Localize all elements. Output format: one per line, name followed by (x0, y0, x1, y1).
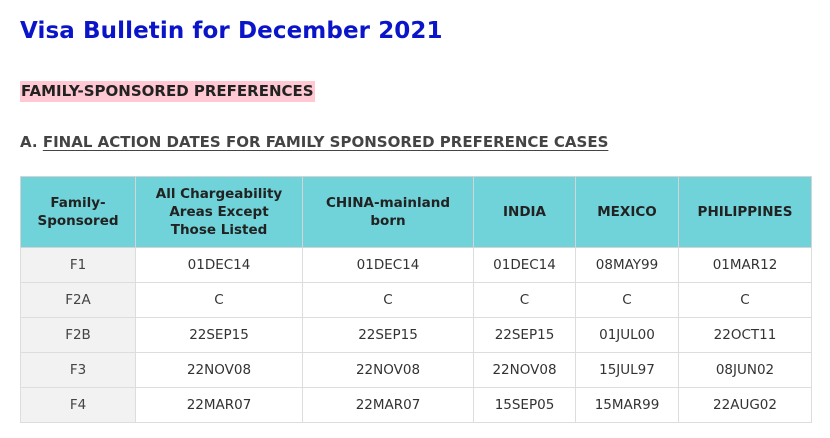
table-cell: 01JUL00 (575, 317, 679, 353)
header-all-chargeability: All Chargeability Areas Except Those Lis… (135, 176, 303, 248)
table-cell: 08MAY99 (575, 247, 679, 283)
table-cell: C (575, 282, 679, 318)
table-cell: 01DEC14 (302, 247, 474, 283)
table-cell: 22SEP15 (135, 317, 303, 353)
header-china-mainland: CHINA-mainland born (302, 176, 474, 248)
sub-heading: A. FINAL ACTION DATES FOR FAMILY SPONSOR… (20, 133, 608, 151)
table-row: F2A C C C C C (20, 282, 812, 318)
table-body: F1 01DEC14 01DEC14 01DEC14 08MAY99 01MAR… (20, 247, 812, 423)
header-family-sponsored: Family- Sponsored (20, 176, 136, 248)
table-cell: C (302, 282, 474, 318)
table-cell: 22MAR07 (135, 387, 303, 423)
header-row: Family- Sponsored All Chargeability Area… (20, 176, 812, 248)
table-cell: 01MAR12 (678, 247, 812, 283)
table-row: F4 22MAR07 22MAR07 15SEP05 15MAR99 22AUG… (20, 387, 812, 423)
table-cell: 01DEC14 (135, 247, 303, 283)
final-action-dates-table: Family- Sponsored All Chargeability Area… (20, 176, 812, 423)
table-header: Family- Sponsored All Chargeability Area… (20, 176, 812, 248)
table-cell: 22NOV08 (135, 352, 303, 388)
table-cell: 08JUN02 (678, 352, 812, 388)
table-cell: 01DEC14 (473, 247, 576, 283)
section-heading: FAMILY-SPONSORED PREFERENCES (20, 81, 315, 102)
row-label: F2B (20, 317, 136, 353)
header-mexico: MEXICO (575, 176, 679, 248)
table-cell: 22OCT11 (678, 317, 812, 353)
table-cell: C (135, 282, 303, 318)
table-cell: 22NOV08 (302, 352, 474, 388)
table-row: F3 22NOV08 22NOV08 22NOV08 15JUL97 08JUN… (20, 352, 812, 388)
table-cell: C (473, 282, 576, 318)
table-cell: 22MAR07 (302, 387, 474, 423)
table-cell: 15JUL97 (575, 352, 679, 388)
row-label: F3 (20, 352, 136, 388)
row-label: F4 (20, 387, 136, 423)
row-label: F2A (20, 282, 136, 318)
table-cell: 22NOV08 (473, 352, 576, 388)
sub-heading-prefix: A. (20, 133, 38, 151)
table-row: F1 01DEC14 01DEC14 01DEC14 08MAY99 01MAR… (20, 247, 812, 283)
table-cell: C (678, 282, 812, 318)
table-cell: 15SEP05 (473, 387, 576, 423)
table-row: F2B 22SEP15 22SEP15 22SEP15 01JUL00 22OC… (20, 317, 812, 353)
table-cell: 22SEP15 (473, 317, 576, 353)
table-cell: 22AUG02 (678, 387, 812, 423)
page-title: Visa Bulletin for December 2021 (20, 18, 443, 44)
table-cell: 15MAR99 (575, 387, 679, 423)
header-india: INDIA (473, 176, 576, 248)
row-label: F1 (20, 247, 136, 283)
table-cell: 22SEP15 (302, 317, 474, 353)
sub-heading-title: FINAL ACTION DATES FOR FAMILY SPONSORED … (42, 133, 609, 151)
header-philippines: PHILIPPINES (678, 176, 812, 248)
